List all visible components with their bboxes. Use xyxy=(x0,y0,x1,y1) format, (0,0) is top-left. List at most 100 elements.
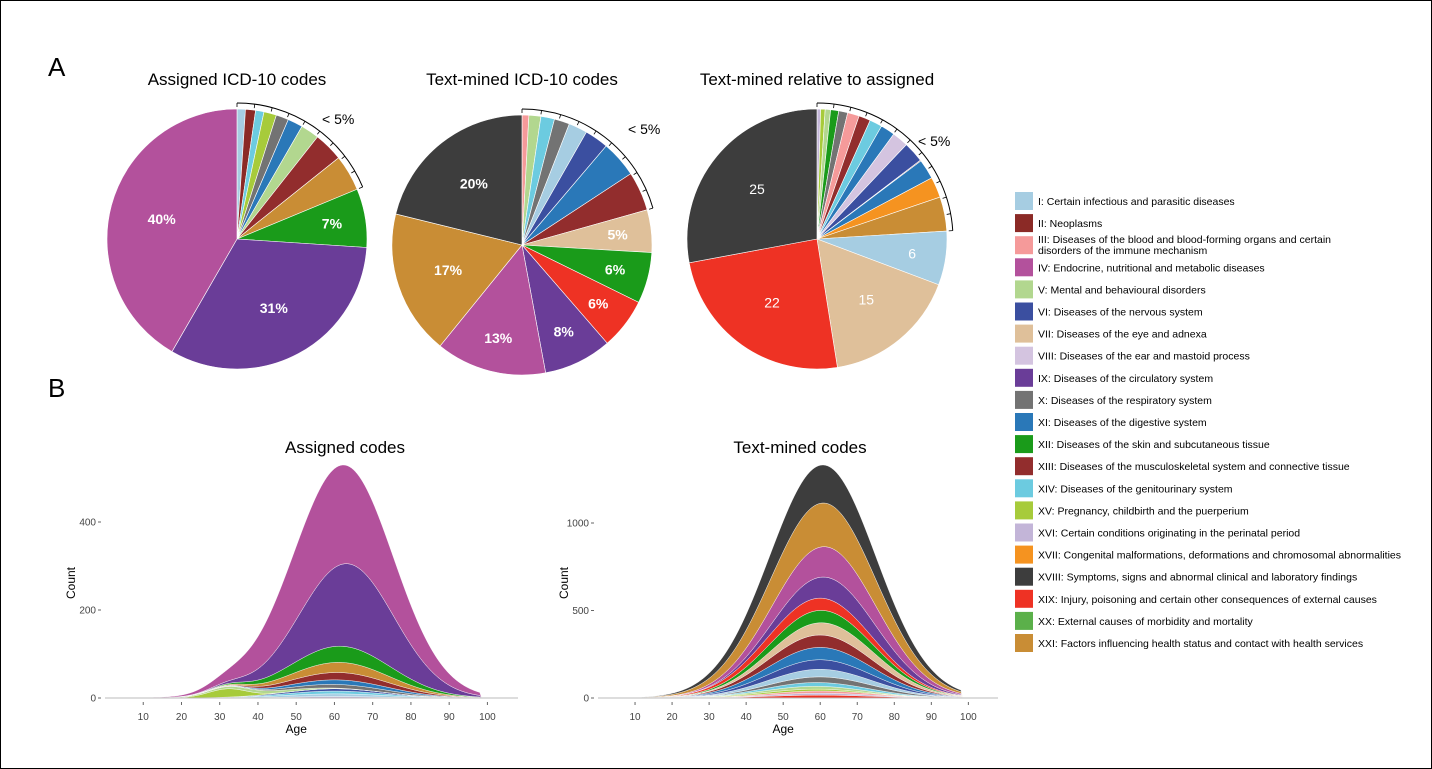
x-tick-label: 90 xyxy=(444,712,456,723)
bracket-tick xyxy=(341,155,346,159)
bracket-tick xyxy=(928,165,933,169)
legend-label-cont: disorders of the immune mechanism xyxy=(1038,245,1207,257)
bracket-tick xyxy=(648,207,654,210)
bracket-tick xyxy=(270,107,273,112)
legend-label: VII: Diseases of the eye and adnexa xyxy=(1038,329,1207,341)
bracket-tick xyxy=(358,186,363,189)
legend-swatch xyxy=(1015,634,1033,652)
x-axis-title: Age xyxy=(286,722,308,736)
legend-item-xix: XIX: Injury, poisoning and certain other… xyxy=(1015,589,1377,608)
legend-label: V: Mental and behavioural disorders xyxy=(1038,284,1206,296)
legend-swatch xyxy=(1015,413,1033,431)
area-layer-iv xyxy=(105,464,518,699)
legend-label: XIX: Injury, poisoning and certain other… xyxy=(1038,594,1377,606)
pie-slice-iv xyxy=(106,108,238,352)
legend-swatch xyxy=(1015,302,1033,321)
pie-slice-label: 6% xyxy=(588,296,609,312)
pie-title: Assigned ICD-10 codes xyxy=(148,70,327,89)
bracket-tick xyxy=(317,130,321,135)
pie-slice-label: 40% xyxy=(148,211,177,227)
legend-label: XX: External causes of morbidity and mor… xyxy=(1038,616,1254,628)
legend-label: XIV: Diseases of the genitourinary syste… xyxy=(1038,483,1233,495)
legend-label: XII: Diseases of the skin and subcutaneo… xyxy=(1038,439,1270,451)
legend-label: III: Diseases of the blood and blood-for… xyxy=(1038,234,1331,246)
small-slices-note: < 5% xyxy=(628,121,660,137)
bracket-tick xyxy=(351,170,355,174)
y-tick-label: 0 xyxy=(90,694,96,705)
pie-slice-xix xyxy=(688,238,838,370)
pie-slice-ix xyxy=(171,238,368,370)
legend-swatch xyxy=(1015,457,1033,476)
small-slices-note: < 5% xyxy=(322,111,354,127)
pie-slice-xviii xyxy=(686,108,818,264)
pie-slice-iv xyxy=(439,244,546,376)
bracket-tick xyxy=(942,196,947,199)
small-slices-bracket xyxy=(236,102,364,188)
legend-swatch xyxy=(1015,390,1033,409)
legend-label: I: Certain infectious and parasitic dise… xyxy=(1038,196,1235,208)
area-title: Text-mined codes xyxy=(733,438,866,457)
bracket-tick xyxy=(894,128,898,133)
legend-item-iv: IV: Endocrine, nutritional and metabolic… xyxy=(1015,258,1265,277)
x-tick-label: 100 xyxy=(479,712,496,723)
bracket-tick xyxy=(287,113,290,118)
pie-slice-vii xyxy=(816,238,940,368)
legend-label: XI: Diseases of the digestive system xyxy=(1038,417,1207,429)
small-slices-bracket xyxy=(521,108,654,209)
y-tick-label: 400 xyxy=(79,518,96,529)
bracket-tick xyxy=(936,180,941,184)
panel-label-b: B xyxy=(48,373,65,403)
pie-chart-relative: 6 15 22 25 Text-mined relative to assigned < … xyxy=(686,70,954,370)
legend-swatch xyxy=(1015,280,1033,299)
bracket-tick xyxy=(946,213,951,215)
bracket-tick xyxy=(253,104,256,109)
bracket-tick xyxy=(633,172,638,175)
y-axis-title: Count xyxy=(557,566,571,599)
x-tick-label: 50 xyxy=(778,712,790,723)
legend-item-vi: VI: Diseases of the nervous system xyxy=(1015,302,1203,321)
bracket-tick xyxy=(849,107,852,112)
y-axis-title: Count xyxy=(64,566,78,599)
x-tick-label: 80 xyxy=(405,712,417,723)
x-tick-label: 30 xyxy=(704,712,716,723)
chapter-legend: I: Certain infectious and parasitic dise… xyxy=(1015,192,1401,652)
legend-label: XVI: Certain conditions originating in t… xyxy=(1038,528,1300,540)
legend-item-xiv: XIV: Diseases of the genitourinary syste… xyxy=(1015,479,1233,498)
x-tick-label: 20 xyxy=(667,712,679,723)
x-tick-label: 10 xyxy=(138,712,150,723)
pie-slice-label: 5% xyxy=(608,227,629,243)
legend-swatch xyxy=(1015,258,1033,277)
x-tick-label: 100 xyxy=(960,712,977,723)
y-tick-label: 1000 xyxy=(567,519,590,530)
panel-label-a: A xyxy=(48,52,66,82)
legend-item-xviii: XVIII: Symptoms, signs and abnormal clin… xyxy=(1015,567,1357,586)
pie-slice-label: 6 xyxy=(908,245,916,261)
legend-swatch xyxy=(1015,567,1033,586)
area-title: Assigned codes xyxy=(285,438,405,457)
pie-slice-label: 15 xyxy=(859,291,875,307)
x-tick-label: 40 xyxy=(252,712,264,723)
x-tick-label: 10 xyxy=(629,712,641,723)
bracket-tick xyxy=(833,104,835,109)
bracket-tick xyxy=(593,130,597,135)
legend-label: XXI: Factors influencing health status a… xyxy=(1038,638,1363,650)
legend-item-ix: IX: Diseases of the circulatory system xyxy=(1015,368,1213,387)
legend-item-iii: III: Diseases of the blood and blood-for… xyxy=(1015,234,1331,257)
legend-label: XVII: Congenital malformations, deformat… xyxy=(1038,550,1401,562)
bracket-tick xyxy=(608,142,613,147)
legend-swatch xyxy=(1015,545,1033,564)
legend-item-ii: II: Neoplasms xyxy=(1015,214,1102,233)
legend-label: VIII: Diseases of the ear and mastoid pr… xyxy=(1038,351,1250,363)
pie-slice-label: 13% xyxy=(484,330,513,346)
legend-swatch xyxy=(1015,589,1033,608)
legend-label: IV: Endocrine, nutritional and metabolic… xyxy=(1038,262,1265,274)
bracket-tick xyxy=(330,142,334,146)
bracket-tick xyxy=(907,139,911,144)
pie-slice-label: 8% xyxy=(554,324,575,340)
x-tick-label: 50 xyxy=(291,712,303,723)
legend-swatch xyxy=(1015,324,1033,343)
x-tick-label: 90 xyxy=(926,712,938,723)
legend-item-xxi: XXI: Factors influencing health status a… xyxy=(1015,634,1363,652)
legend-swatch xyxy=(1015,346,1033,365)
